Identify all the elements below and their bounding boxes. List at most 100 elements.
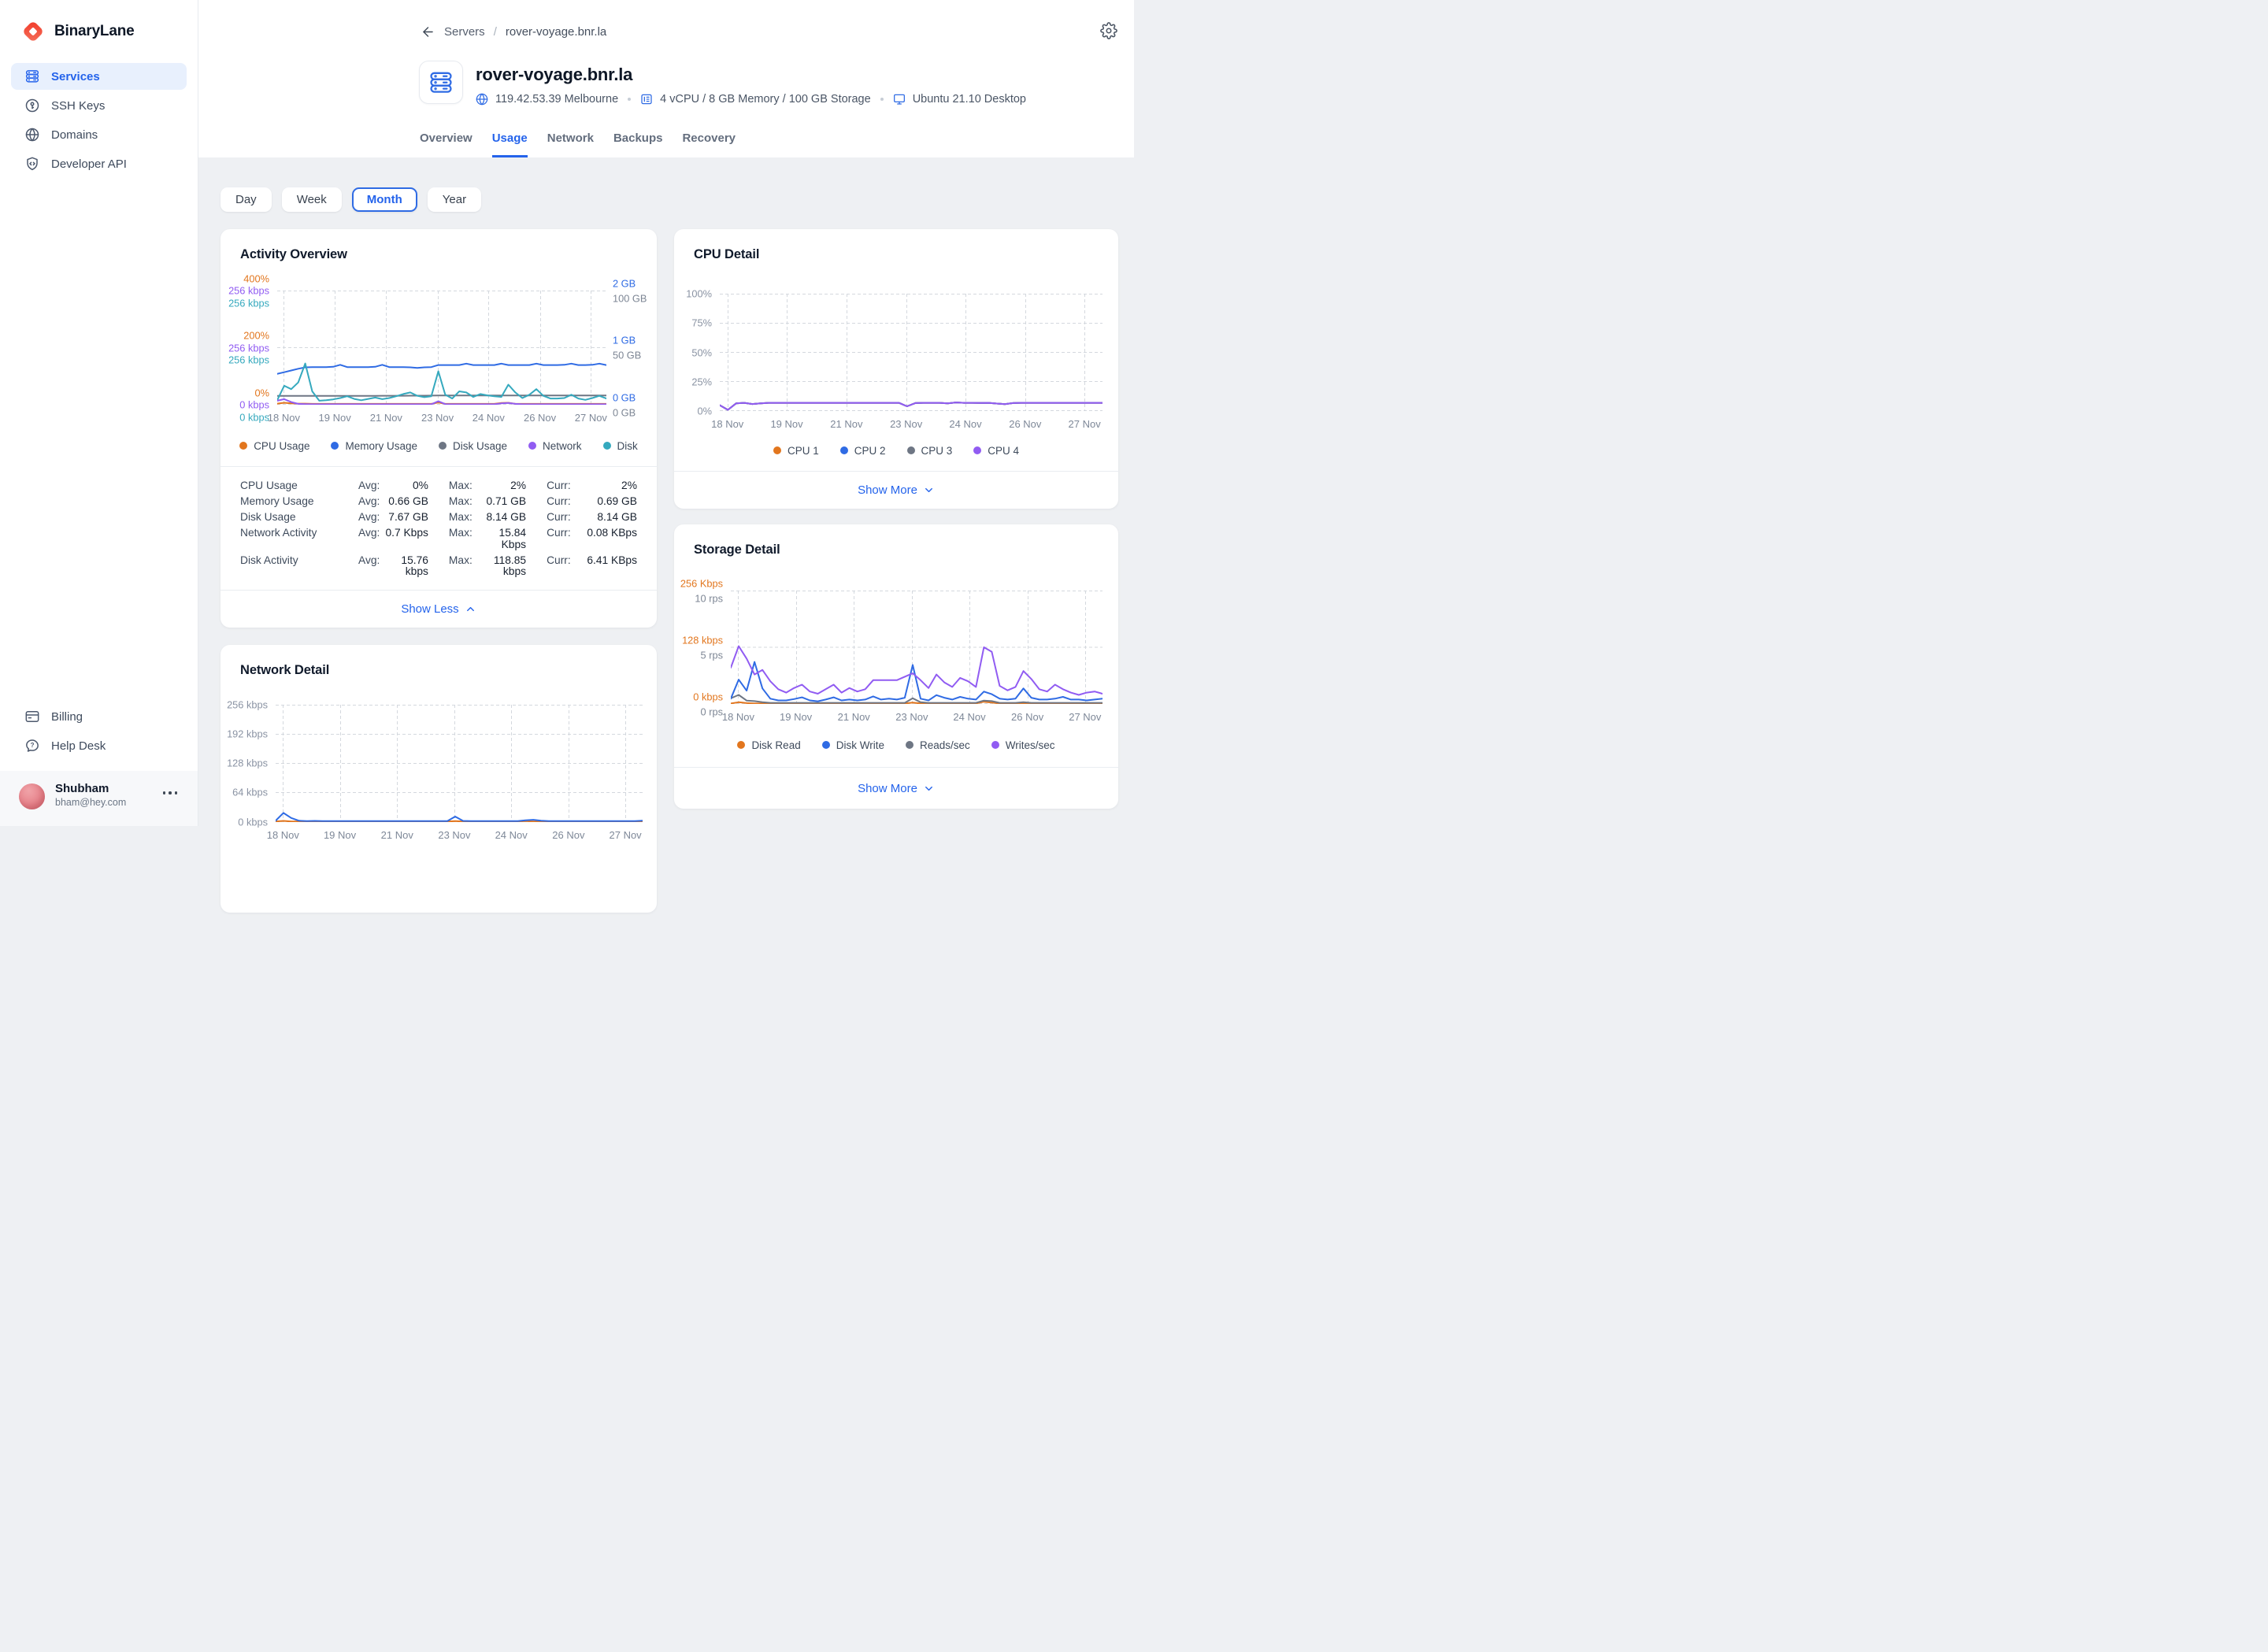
x-axis-label: 26 Nov	[523, 412, 557, 424]
storage-detail-chart: 256 Kbps 10 rps 128 kbps 5 rps 0 kbps 0 rps 18…	[674, 577, 1118, 726]
range-button-week[interactable]: Week	[281, 187, 342, 212]
stat-avg-value: 7.67 GB	[388, 511, 428, 523]
cpu-legend: CPU 1 CPU 2 CPU 3 CPU 4	[674, 443, 1118, 458]
tab-usage[interactable]: Usage	[491, 131, 528, 157]
monitor-icon	[893, 94, 905, 105]
legend-item-disk-usage[interactable]: Disk Usage	[439, 440, 507, 452]
y-axis-label: 256 kbps	[228, 342, 269, 354]
time-range-selector: Day Week Month Year	[220, 187, 1118, 212]
sidebar-item-developer-api[interactable]: Developer API	[11, 150, 187, 177]
x-axis-label: 19 Nov	[323, 828, 357, 841]
services-icon	[25, 70, 39, 83]
y-axis-label: 128 kbps	[227, 757, 268, 769]
sidebar: BinaryLane Services SSH Keys Domains Develo…	[0, 0, 198, 826]
storage-show-more-button[interactable]: Show More	[674, 768, 1118, 809]
y-axis-label: 400%	[243, 272, 269, 284]
legend-item-cpu-1[interactable]: CPU 1	[773, 445, 819, 457]
legend-item-disk[interactable]: Disk	[602, 440, 638, 452]
breadcrumb-servers[interactable]: Servers	[444, 25, 485, 39]
back-arrow-icon[interactable]	[421, 24, 435, 39]
page-title: rover-voyage.bnr.la	[476, 65, 633, 84]
legend-item-reads-sec[interactable]: Reads/sec	[905, 739, 970, 751]
series-memory-usage	[277, 362, 606, 375]
legend-dot-icon	[331, 442, 339, 450]
legend-dot-icon	[773, 446, 781, 454]
settings-button[interactable]	[1100, 22, 1119, 41]
stat-row-memory-usage: Memory Usage Avg: 0.66 GB Max: 0.71 GB Curr: 0…	[240, 495, 637, 508]
stat-curr-value: 6.41 KBps	[587, 554, 637, 566]
legend-item-disk-read[interactable]: Disk Read	[737, 739, 801, 751]
server-stack-icon	[430, 72, 452, 93]
user-menu[interactable]: Shubham bham@hey.com	[0, 771, 198, 826]
server-specs: 4 vCPU / 8 GB Memory / 100 GB Storage	[660, 93, 871, 106]
legend-item-memory-usage[interactable]: Memory Usage	[331, 440, 417, 452]
billing-icon	[25, 711, 39, 722]
stat-curr-key: Curr:	[547, 554, 571, 566]
range-button-month[interactable]: Month	[351, 187, 417, 212]
range-button-year[interactable]: Year	[427, 187, 482, 212]
stat-avg-value: 0.7 Kbps	[385, 527, 428, 539]
stat-curr-key: Curr:	[547, 511, 571, 523]
tab-bar: Overview Usage Network Backups Recovery	[420, 131, 736, 157]
y-axis-label: 2 GB	[613, 277, 636, 289]
breadcrumb-current: rover-voyage.bnr.la	[505, 25, 607, 39]
y-axis-label: 10 rps	[695, 592, 723, 604]
series-cpu-4	[720, 402, 1102, 411]
brand[interactable]: BinaryLane	[0, 0, 198, 43]
sidebar-item-help-desk[interactable]: ? Help Desk	[11, 732, 187, 759]
sidebar-item-ssh-keys[interactable]: SSH Keys	[11, 92, 187, 119]
legend-label: CPU 1	[787, 444, 819, 457]
globe-icon	[476, 93, 488, 106]
developer-api-icon	[27, 157, 38, 171]
y-axis-label: 192 kbps	[227, 728, 268, 740]
sidebar-item-domains[interactable]: Domains	[11, 121, 187, 148]
stat-avg-key: Avg:	[358, 495, 380, 507]
legend-dot-icon	[905, 741, 914, 749]
legend-item-network[interactable]: Network	[528, 440, 582, 452]
cpu-show-more-button[interactable]: Show More	[674, 472, 1118, 509]
sidebar-item-label: Help Desk	[51, 739, 106, 753]
series-reads-sec	[731, 694, 1102, 704]
stat-max-key: Max:	[448, 480, 472, 491]
gear-icon	[1100, 22, 1117, 39]
stat-label: Memory Usage	[240, 495, 314, 507]
stat-max-value: 118.85 kbps	[493, 554, 527, 577]
show-more-label: Show More	[858, 483, 917, 497]
stat-row-disk-usage: Disk Usage Avg: 7.67 GB Max: 8.14 GB Curr: 8.1…	[240, 511, 637, 524]
legend-item-writes-sec[interactable]: Writes/sec	[991, 739, 1055, 751]
series-disk	[277, 362, 606, 402]
y-axis-label: 0 kbps	[693, 691, 723, 702]
sidebar-item-billing[interactable]: Billing	[11, 703, 187, 730]
x-axis-label: 23 Nov	[895, 711, 928, 723]
y-axis-label: 50%	[691, 346, 712, 358]
card-title-cpu: CPU Detail	[694, 247, 760, 261]
range-button-day[interactable]: Day	[220, 187, 272, 212]
sidebar-item-label: SSH Keys	[51, 98, 106, 113]
y-axis-label: 1 GB	[613, 334, 636, 346]
legend-item-cpu-usage[interactable]: CPU Usage	[239, 440, 309, 452]
domains-icon	[25, 128, 39, 142]
legend-item-cpu-3[interactable]: CPU 3	[906, 445, 952, 457]
show-less-label: Show Less	[401, 602, 459, 616]
tab-backups[interactable]: Backups	[613, 131, 663, 145]
legend-item-cpu-2[interactable]: CPU 2	[839, 445, 886, 457]
sidebar-item-label: Domains	[51, 128, 98, 142]
x-axis-label: 24 Nov	[949, 418, 982, 430]
legend-dot-icon	[821, 741, 830, 749]
sidebar-item-services[interactable]: Services	[11, 63, 187, 90]
tab-overview[interactable]: Overview	[420, 131, 472, 145]
y-axis-label: 256 kbps	[228, 284, 269, 297]
show-less-button[interactable]: Show Less	[220, 591, 657, 628]
sidebar-nav: Services SSH Keys Domains Developer API	[0, 63, 198, 180]
chevron-up-icon	[466, 606, 474, 611]
tab-network[interactable]: Network	[547, 131, 594, 145]
legend-item-cpu-4[interactable]: CPU 4	[973, 445, 1019, 457]
network-detail-chart: 256 kbps 192 kbps 128 kbps 64 kbps 0 kbps 18 …	[220, 698, 657, 844]
x-axis-label: 27 Nov	[574, 412, 607, 424]
user-options-icon[interactable]	[162, 791, 177, 795]
user-email: bham@hey.com	[55, 797, 127, 808]
tab-recovery[interactable]: Recovery	[682, 131, 736, 145]
divider	[674, 767, 1118, 768]
legend-item-disk-write[interactable]: Disk Write	[821, 739, 884, 751]
stat-label: CPU Usage	[240, 480, 298, 491]
